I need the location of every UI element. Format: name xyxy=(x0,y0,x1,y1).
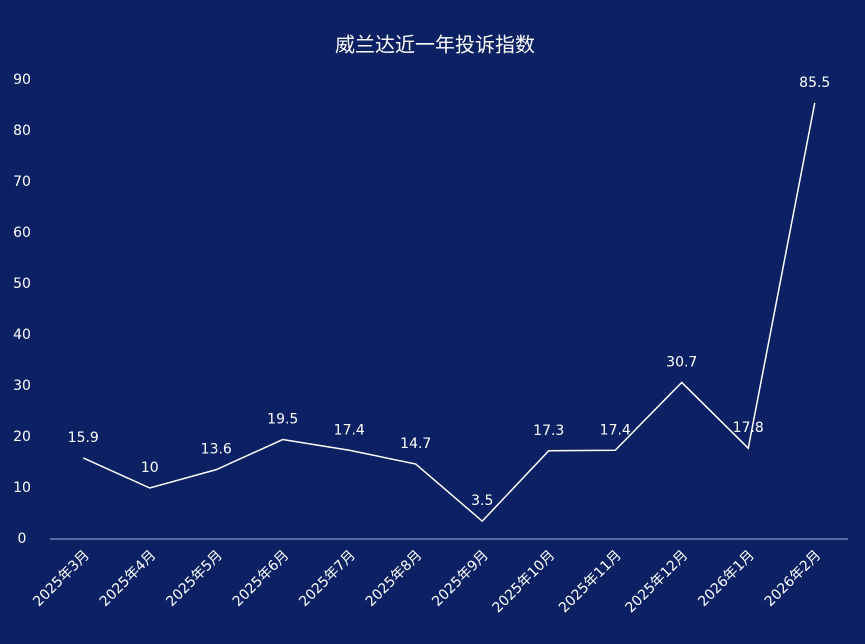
data-label: 3.5 xyxy=(471,493,493,509)
data-label: 14.7 xyxy=(400,436,431,452)
data-label: 15.9 xyxy=(68,430,99,446)
chart-title: 威兰达近一年投诉指数 xyxy=(335,33,535,57)
data-label: 30.7 xyxy=(666,354,697,370)
data-label: 10 xyxy=(141,460,159,476)
y-tick-label: 70 xyxy=(13,174,31,190)
data-label: 17.8 xyxy=(733,420,764,436)
y-tick-label: 10 xyxy=(13,480,31,496)
y-tick-label: 0 xyxy=(18,531,27,547)
y-tick-label: 20 xyxy=(13,429,31,445)
line xyxy=(82,102,816,523)
data-label: 19.5 xyxy=(267,412,298,428)
y-tick-label: 40 xyxy=(13,327,31,343)
data-label: 17.3 xyxy=(533,423,564,439)
data-label: 85.5 xyxy=(799,75,830,91)
y-tick-label: 50 xyxy=(13,276,31,292)
data-label: 17.4 xyxy=(334,422,365,438)
y-tick-label: 60 xyxy=(13,225,31,241)
y-tick-label: 90 xyxy=(13,72,31,88)
y-tick-label: 30 xyxy=(13,378,31,394)
data-label: 13.6 xyxy=(201,442,232,458)
y-tick-label: 80 xyxy=(13,123,31,139)
data-label: 17.4 xyxy=(600,422,631,438)
